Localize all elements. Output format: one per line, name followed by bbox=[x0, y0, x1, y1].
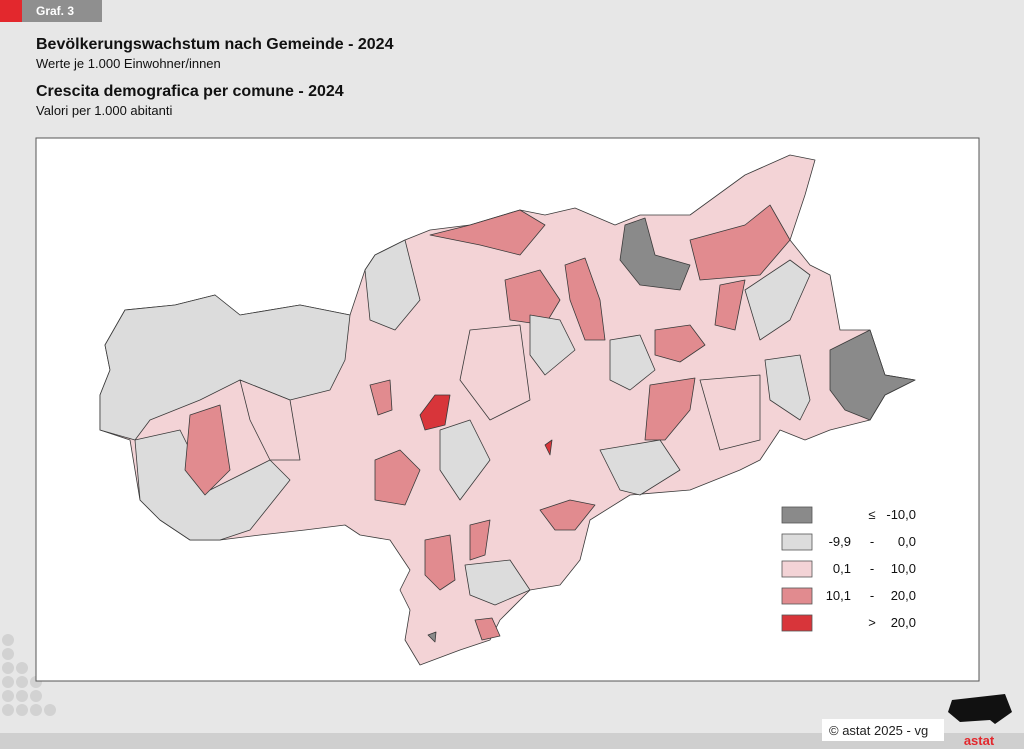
legend-swatch bbox=[781, 533, 813, 551]
municipality bbox=[439, 419, 491, 501]
municipality bbox=[564, 257, 606, 341]
municipality bbox=[689, 204, 791, 281]
footer-bar bbox=[0, 733, 1024, 749]
municipality bbox=[419, 394, 451, 431]
municipality bbox=[469, 519, 491, 561]
legend-label: ≤ bbox=[868, 507, 875, 522]
municipality bbox=[369, 379, 393, 416]
municipality bbox=[504, 269, 561, 326]
logo-shape bbox=[948, 694, 1012, 724]
legend-label: 20,0 bbox=[891, 588, 916, 603]
dot bbox=[16, 676, 28, 688]
dot bbox=[44, 704, 56, 716]
legend-label: -10,0 bbox=[886, 507, 916, 522]
badge-red bbox=[0, 0, 22, 22]
dot bbox=[2, 676, 14, 688]
footer: © astat 2025 - vg bbox=[829, 723, 928, 738]
dot bbox=[2, 648, 14, 660]
dot bbox=[2, 690, 14, 702]
title-de: Bevölkerungswachstum nach Gemeinde - 202… bbox=[36, 36, 394, 53]
dot bbox=[2, 634, 14, 646]
dot bbox=[30, 704, 42, 716]
dot bbox=[30, 690, 42, 702]
logo: astat bbox=[964, 733, 995, 748]
municipality bbox=[99, 294, 351, 441]
municipality bbox=[619, 217, 691, 291]
legend-label: 10,0 bbox=[891, 561, 916, 576]
municipality bbox=[699, 374, 761, 451]
municipality bbox=[714, 279, 746, 331]
legend-swatch bbox=[781, 560, 813, 578]
municipality bbox=[744, 259, 811, 341]
legend-label: 0,1 bbox=[833, 561, 851, 576]
municipality bbox=[609, 334, 656, 391]
legend-label: - bbox=[870, 588, 874, 603]
municipality bbox=[239, 379, 301, 461]
municipality bbox=[529, 314, 576, 376]
municipality bbox=[427, 631, 437, 643]
municipality bbox=[464, 559, 531, 606]
dot bbox=[2, 704, 14, 716]
municipality bbox=[429, 209, 546, 256]
dot bbox=[16, 690, 28, 702]
legend-label: -9,9 bbox=[829, 534, 851, 549]
municipality bbox=[474, 617, 501, 641]
municipality bbox=[829, 329, 916, 421]
dot bbox=[16, 704, 28, 716]
dot bbox=[2, 662, 14, 674]
dot bbox=[16, 662, 28, 674]
municipality bbox=[764, 354, 811, 421]
municipality bbox=[459, 324, 531, 421]
legend-label: - bbox=[870, 534, 874, 549]
municipality bbox=[544, 439, 553, 456]
municipality bbox=[654, 324, 706, 363]
subtitle-de: Werte je 1.000 Einwohner/innen bbox=[36, 56, 221, 71]
legend-swatch bbox=[781, 614, 813, 632]
municipality bbox=[599, 439, 681, 496]
legend-label: - bbox=[870, 561, 874, 576]
municipality bbox=[644, 377, 696, 441]
municipality bbox=[424, 534, 456, 591]
municipality bbox=[364, 239, 421, 331]
municipality bbox=[184, 404, 231, 496]
legend-swatch bbox=[781, 506, 813, 524]
legend-label: 0,0 bbox=[898, 534, 916, 549]
legend-label: 20,0 bbox=[891, 615, 916, 630]
municipality bbox=[539, 499, 596, 531]
badge: Graf. 3 bbox=[22, 0, 102, 22]
legend-label: > bbox=[868, 615, 876, 630]
decor-dots bbox=[2, 634, 56, 716]
subtitle-it: Valori per 1.000 abitanti bbox=[36, 103, 173, 118]
legend-label: 10,1 bbox=[826, 588, 851, 603]
municipality bbox=[374, 449, 421, 506]
footer-box bbox=[822, 719, 944, 741]
legend-swatch bbox=[781, 587, 813, 605]
title-it: Crescita demografica per comune - 2024 bbox=[36, 83, 344, 100]
